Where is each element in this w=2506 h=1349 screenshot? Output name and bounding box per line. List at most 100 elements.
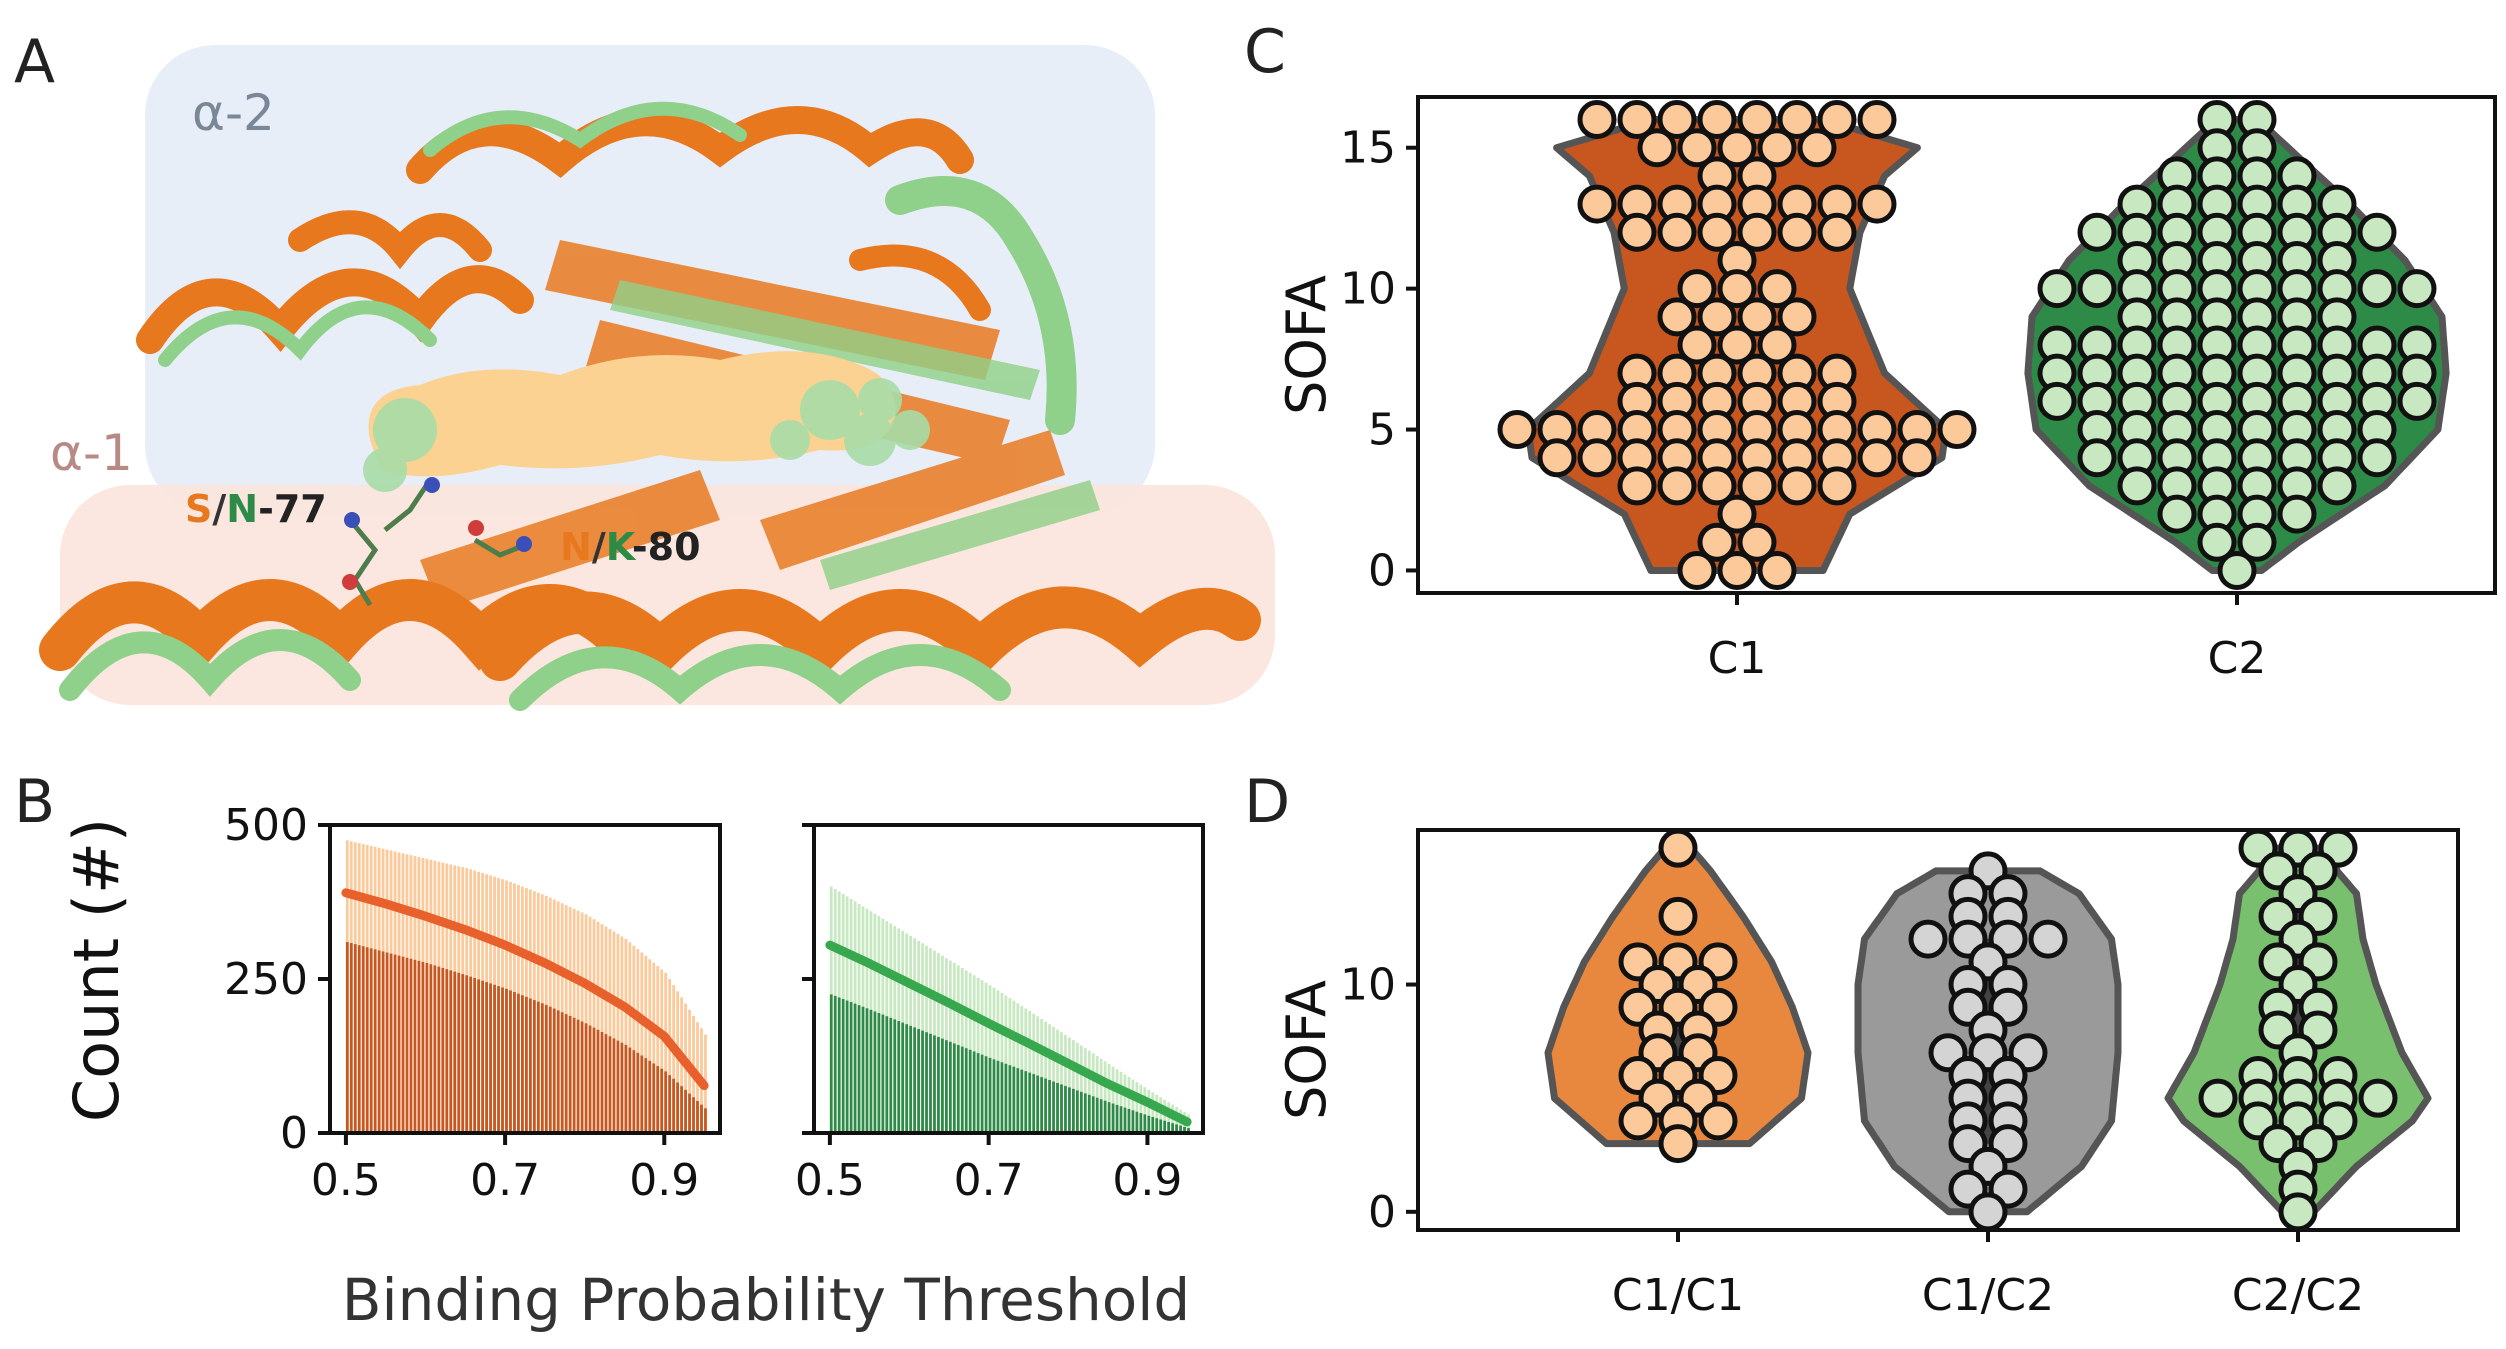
b-lower-bar — [1103, 1100, 1107, 1133]
b-upper-bar — [1115, 1069, 1119, 1133]
b-upper-bar — [664, 972, 668, 1133]
c-point-c1 — [1697, 212, 1737, 252]
c-point-c1 — [1737, 466, 1777, 506]
residue-77-b: N — [226, 487, 258, 531]
b-upper-bar — [644, 955, 648, 1133]
b-lower-bar — [660, 1068, 664, 1133]
b-lower-bar — [1044, 1078, 1047, 1133]
b-upper-bar — [1107, 1064, 1111, 1133]
c-point-c1 — [1617, 212, 1657, 252]
b-lower-bar — [1052, 1081, 1055, 1133]
b-lower-bar — [1087, 1094, 1091, 1133]
b-lower-bar — [1032, 1074, 1036, 1133]
b-upper-bar — [1095, 1056, 1099, 1133]
b-lower-bar — [1127, 1108, 1131, 1133]
b-lower-bar — [592, 1027, 596, 1133]
c-point-c1 — [1857, 100, 1897, 140]
c-point-c1 — [1737, 212, 1777, 252]
b-lower-bar — [365, 947, 369, 1133]
b-lower-bar — [477, 979, 481, 1133]
residue-label-80: N/K-80 — [560, 525, 701, 569]
b-lower-bar — [976, 1053, 980, 1133]
residue-80-sep: / — [592, 525, 606, 569]
b-lower-bar — [948, 1041, 952, 1133]
b-lower-bar — [564, 1014, 568, 1133]
c-point-c2 — [2397, 269, 2437, 309]
b-lower-bar — [441, 967, 445, 1133]
b-lower-bar — [1083, 1093, 1087, 1133]
b-lower-bar — [960, 1046, 964, 1133]
b-lower-bar — [704, 1108, 707, 1133]
b-lower-bar — [505, 988, 508, 1133]
b-lower-bar — [548, 1006, 552, 1133]
b-upper-bar — [1159, 1097, 1163, 1133]
b-lower-bar — [433, 965, 437, 1133]
b-right-plot: 0.5 0.7 0.9 — [795, 823, 1205, 1206]
b-upper-bar — [1087, 1050, 1091, 1133]
b-upper-bar — [600, 924, 604, 1133]
b-lower-bar — [968, 1049, 972, 1133]
b-upper-bar — [1048, 1024, 1051, 1133]
b-lower-bar — [521, 995, 524, 1133]
c-point-c2 — [2357, 212, 2397, 252]
c-point-c1 — [1777, 212, 1817, 252]
d-plot: 0 10 C1/C1 C1/C2 C2/C2 — [1340, 828, 2460, 1321]
b-upper-bar — [1032, 1013, 1036, 1133]
b-lower-bar — [373, 949, 377, 1133]
d-point — [1658, 1124, 1698, 1164]
b-lower-bar — [1131, 1110, 1135, 1133]
panel-letter-b: B — [14, 767, 55, 837]
b-lower-bar — [913, 1027, 917, 1133]
ligand-surface — [368, 351, 896, 477]
b-lower-bar — [1187, 1128, 1190, 1133]
b-upper-bar — [604, 926, 608, 1133]
b-lower-bar — [853, 1003, 857, 1133]
b-lower-bar — [568, 1015, 572, 1133]
panel-b: B Count (#) Binding Probability Threshol… — [14, 767, 1205, 1334]
c-point-c1 — [1817, 100, 1857, 140]
c-ytick-label: 15 — [1340, 123, 1396, 174]
b-upper-bar — [1056, 1029, 1059, 1133]
panel-d: D SOFA 0 10 C1/C1 C1/C2 C2/C2 — [1244, 767, 2460, 1321]
c-point-c1 — [1737, 297, 1777, 337]
c-point-c1 — [1777, 466, 1817, 506]
b-lower-bar — [1135, 1111, 1139, 1133]
b-lower-bar — [393, 954, 397, 1133]
b-lower-bar — [1139, 1113, 1143, 1133]
b-lower-bar — [465, 975, 469, 1133]
b-lower-bar — [501, 987, 504, 1133]
b-lower-bar — [1167, 1121, 1171, 1133]
b-lower-bar — [684, 1089, 687, 1133]
c-point-c2 — [2237, 522, 2277, 562]
b-lower-bar — [857, 1005, 861, 1133]
d-point — [2198, 1078, 2238, 1118]
c-point-c2 — [2357, 269, 2397, 309]
c-point-c2 — [2217, 550, 2257, 590]
b-left-plot: 0.5 0.7 0.9 0 250 500 — [224, 800, 722, 1206]
b-lower-bar — [532, 1000, 536, 1133]
c-point-c1 — [1657, 212, 1697, 252]
b-lower-bar — [397, 955, 401, 1133]
b-lower-bar — [889, 1017, 893, 1133]
b-lower-bar — [1163, 1120, 1167, 1133]
b-lower-bar — [1143, 1114, 1147, 1133]
b-upper-bar — [1079, 1045, 1083, 1133]
b-lower-bar — [988, 1057, 992, 1133]
b-lower-bar — [588, 1025, 592, 1133]
b-upper-bar — [1127, 1076, 1131, 1133]
b-lower-bar — [536, 1001, 540, 1133]
c-point-c1 — [1937, 410, 1977, 450]
b-lower-bar — [1060, 1084, 1063, 1133]
b-lower-bar — [616, 1040, 620, 1133]
b-lower-bar — [369, 948, 373, 1133]
b-lower-bar — [1171, 1123, 1175, 1133]
c-point-c1 — [1677, 325, 1717, 365]
d-point — [1658, 828, 1698, 868]
c-point-c1 — [1757, 325, 1797, 365]
b-lower-bar — [413, 959, 417, 1133]
c-point-c1 — [1657, 100, 1697, 140]
b-lower-bar — [1151, 1116, 1155, 1133]
b-lower-bar — [580, 1021, 584, 1133]
b-lower-bar — [421, 961, 425, 1133]
panel-c: C SOFA 0 5 10 15 C1 C2 — [1244, 17, 2497, 684]
